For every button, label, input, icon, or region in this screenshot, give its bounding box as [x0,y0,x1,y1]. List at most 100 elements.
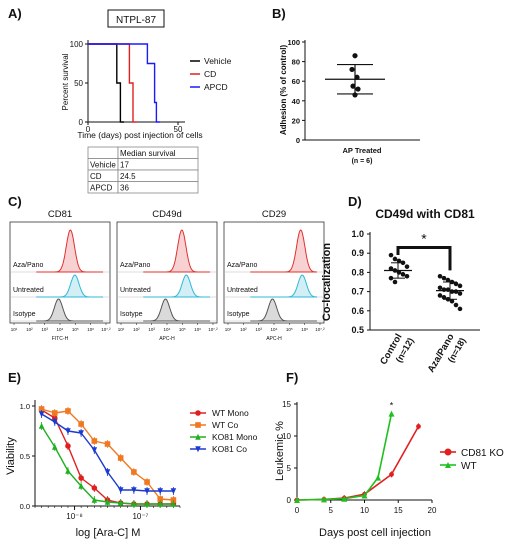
panel-c-xtick-label: 10⁶ [301,327,308,332]
panel-b-category-n: (n = 6) [352,158,373,165]
panel-c-xtick-label: 10⁴ [164,327,171,332]
panel-d-point [437,273,443,279]
panel-d-point [437,285,443,291]
panel-e-xtick-label: 10⁻⁷ [132,512,148,521]
panel-e-point [195,446,201,453]
panel-e-point [78,475,84,481]
panel-d-point [445,277,451,283]
panel-c-x-label: APC-H [159,336,175,342]
panel-f-letter: F) [286,370,298,385]
panel-a-table-text: 24.5 [120,172,136,181]
panel-e-point [78,421,84,427]
panel-c-histogram: CD81 FITC-H 10¹ 10² 10³ 10⁴ 10⁵ 10⁶ 10⁷.² Aza/Pan… [9,209,111,342]
panel-d-y-label: Co-localization [321,243,333,322]
panel-d-point [388,266,394,271]
panel-e-point [117,499,124,506]
panel-f-significance-star: * [390,401,394,411]
panel-e-point [91,447,98,454]
panel-d-ytick-label: 1.0 [351,229,364,239]
panel-c-histogram: CD29 APC-H 10¹ 10² 10³ 10⁴ 10⁵ 10⁶ 10⁷.² Aza/Pano… [223,209,325,342]
panel-a-table-cell [87,146,119,159]
panel-e-point [104,441,111,447]
panel-b-ytick-label: 60 [292,77,300,86]
panel-e-point [78,482,84,489]
panel-e-point [144,479,150,485]
panel-c-histogram-curve [250,274,318,298]
panel-f-plot: * [294,401,421,503]
panel-d-ytick-label: 0.6 [351,306,364,316]
panel-a-legend-label: APCD [204,82,228,92]
panel-b-ytick-label: 0 [296,136,300,145]
panel-c-xtick-label: 10⁷.² [101,327,111,332]
panel-c-xtick-label: 10⁵ [179,327,186,332]
panel-a-legend-label: Vehicle [204,56,232,66]
panel-f-ytick-label: 0 [287,496,292,505]
panel-e-point [195,422,201,428]
panel-d-ticks: 0.5 0.6 0.7 0.8 0.9 1.0 [351,229,370,335]
panel-d-point [400,272,406,277]
panel-f-ytick-label: 5 [287,464,292,473]
panel-d-plot: Control(n=12) Aza/Pano(n=18)* [378,230,468,374]
panel-e-point [65,408,71,414]
panel-b-point [354,74,360,80]
panel-c-xtick-label: 10² [133,327,140,332]
panel-d-point [457,306,463,312]
panel-b-point [352,53,358,59]
panel-c-xtick-label: 10⁴ [271,327,278,332]
panel-e-point [91,496,98,503]
panel-c-row-label: Isotype [120,311,143,318]
panel-e-point [38,406,45,412]
panel-a-legend: Vehicle CD APCD [190,56,232,92]
panel-d-ytick-label: 0.8 [351,267,364,277]
panel-c-x-label: FITC-H [52,336,69,342]
panel-e-xtick-label: 10⁻⁸ [66,512,83,521]
panel-d-point [449,298,455,304]
panel-c: C) CD81 FITC-H 10¹ 10² 10³ 10⁴ 10⁵ 10⁶ 10⁷.² Aza/… [8,194,325,342]
panel-f-ytick-label: 15 [282,400,291,409]
panel-b-point [352,92,358,98]
panel-f-xtick-label: 10 [360,506,369,515]
panel-d-point [392,279,398,285]
panel-a-table-text: 36 [120,184,129,193]
panel-a-title-box [107,9,165,28]
panel-c-row-label: Untreated [120,287,151,294]
panel-d-point [453,302,459,308]
panel-d-ytick-label: 0.7 [351,287,364,297]
panel-d-significance-bracket [396,245,452,271]
panel-c-row-label: Aza/Pano [13,262,43,269]
panel-c-row-label: Aza/Pano [227,262,257,269]
panel-f-point [321,496,327,503]
panel-c-xtick-label: 10¹ [11,327,18,332]
panel-f-point [294,497,300,503]
panel-a-table-text: CD [90,172,102,181]
panel-b-ytick-label: 80 [292,58,300,67]
panel-c-histogram-curve [143,274,211,298]
panel-e-series-line [41,408,174,501]
panel-c-title: CD81 [48,209,72,220]
panel-d-point [404,264,410,269]
panel-f-point [416,424,421,429]
panel-a-table-text: 17 [120,161,129,170]
panel-f-ytick-label: 10 [282,432,291,441]
panel-e-point [170,500,177,507]
panel-f-legend-label: WT [461,461,477,472]
panel-e-point [65,428,71,435]
panel-c-x-label: APC-H [266,336,282,342]
panel-f-xtick-label: 15 [394,506,403,515]
panel-f-ticks: 0 5 10 15 0 5 10 15 20 [282,400,437,515]
panel-a-table-cell [117,181,199,194]
panel-e-point [144,488,150,495]
panel-a-table-text: Vehicle [90,161,116,170]
panel-e: E) Viability log [Ara-C] M 0.0 0.5 1.0 10⁻⁸… [5,370,258,539]
panel-d-point [441,295,447,300]
panel-f-legend-label: CD81 KO [461,448,504,459]
panel-c-row-label: Aza/Pano [120,262,150,269]
panel-d-point [437,293,443,298]
panel-a-table: Median survival Vehicle 17 CD 24.5 APCD 36 [87,146,199,194]
panel-c-title: CD29 [262,209,286,220]
panel-e-ytick-label: 0.5 [20,452,30,461]
panel-e-point [195,433,201,440]
panel-c-row-label: Untreated [13,287,44,294]
